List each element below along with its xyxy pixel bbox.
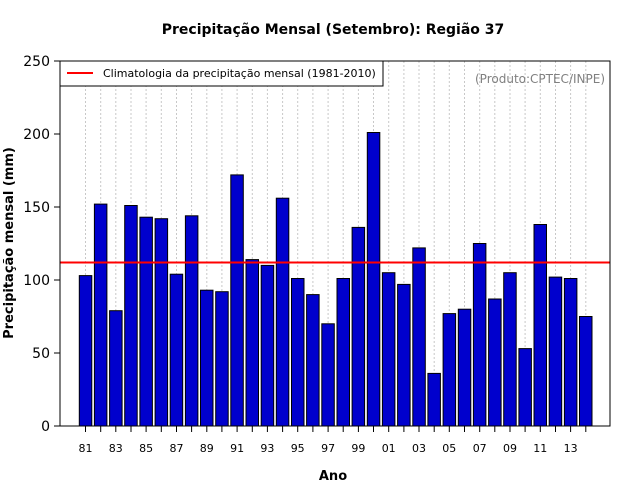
bar-1986 <box>154 218 169 427</box>
bar-1987 <box>169 273 184 427</box>
x-tick-label: 03 <box>412 442 426 455</box>
y-axis-label: Precipitação mensal (mm) <box>2 147 17 339</box>
bar-1998 <box>336 278 350 427</box>
x-tick-label: 83 <box>109 442 123 455</box>
bar-1984 <box>124 205 138 427</box>
bar-2001 <box>381 272 396 427</box>
bar-1988 <box>184 215 199 427</box>
bar-1992 <box>245 259 259 427</box>
x-tick-label: 87 <box>170 442 184 455</box>
x-tick-label: 05 <box>442 442 456 455</box>
bar-1989 <box>200 289 214 427</box>
y-tick-label: 200 <box>23 127 50 143</box>
bar-1993 <box>260 264 275 427</box>
legend-box <box>59 60 384 87</box>
x-tick-label: 95 <box>291 442 305 455</box>
x-tick-label: 09 <box>503 442 517 455</box>
legend: Climatologia da precipitação mensal (198… <box>59 60 384 87</box>
bar-1991 <box>230 174 244 427</box>
credit-label: (Produto:CPTEC/INPE) <box>475 72 605 86</box>
bar-2011 <box>533 224 547 427</box>
bar-2000 <box>366 132 381 427</box>
x-tick-label: 81 <box>79 442 93 455</box>
x-tick-label: 93 <box>260 442 274 455</box>
bar-2013 <box>563 278 578 427</box>
bar-2014 <box>579 316 593 427</box>
x-tick-label: 89 <box>200 442 214 455</box>
y-tick-label: 250 <box>23 54 50 70</box>
bar-1997 <box>321 323 335 427</box>
bar-series <box>78 132 593 427</box>
bar-1994 <box>275 197 290 427</box>
bar-1981 <box>78 275 93 427</box>
bar-2004 <box>427 372 441 427</box>
bar-2002 <box>397 283 411 427</box>
y-tick-label: 150 <box>23 200 50 216</box>
x-tick-label: 11 <box>533 442 547 455</box>
x-tick-label: 85 <box>139 442 153 455</box>
x-tick-label: 91 <box>230 442 244 455</box>
legend-label: Climatologia da precipitação mensal (198… <box>103 67 376 80</box>
x-tick-label: 01 <box>382 442 396 455</box>
y-tick-label: 50 <box>32 346 50 362</box>
bar-2003 <box>412 247 426 427</box>
x-tick-label: 97 <box>321 442 335 455</box>
bar-1999 <box>351 226 366 427</box>
x-axis: 81 83 85 87 89 91 93 95 97 99 01 03 05 07 09 11 13 <box>79 426 587 455</box>
bar-1995 <box>291 278 305 427</box>
x-tick-label: 99 <box>351 442 365 455</box>
y-axis: 0 50 100 150 200 250 <box>23 54 60 435</box>
bar-1996 <box>306 294 320 427</box>
bar-2009 <box>503 272 517 427</box>
bar-2006 <box>457 308 472 427</box>
y-tick-label: 100 <box>23 273 50 289</box>
bar-1985 <box>139 216 153 427</box>
bar-2012 <box>548 276 563 427</box>
bar-1982 <box>93 203 108 427</box>
bar-2005 <box>442 313 457 427</box>
x-tick-label: 07 <box>473 442 487 455</box>
bar-2007 <box>472 243 487 427</box>
bar-2010 <box>518 348 532 427</box>
x-tick-label: 13 <box>564 442 578 455</box>
bar-2008 <box>488 298 502 427</box>
y-tick-label: 0 <box>41 419 50 435</box>
bar-1983 <box>109 310 123 427</box>
x-axis-label: Ano <box>319 469 347 484</box>
bar-1990 <box>215 291 229 427</box>
chart-title: Precipitação Mensal (Setembro): Região 3… <box>162 22 505 38</box>
